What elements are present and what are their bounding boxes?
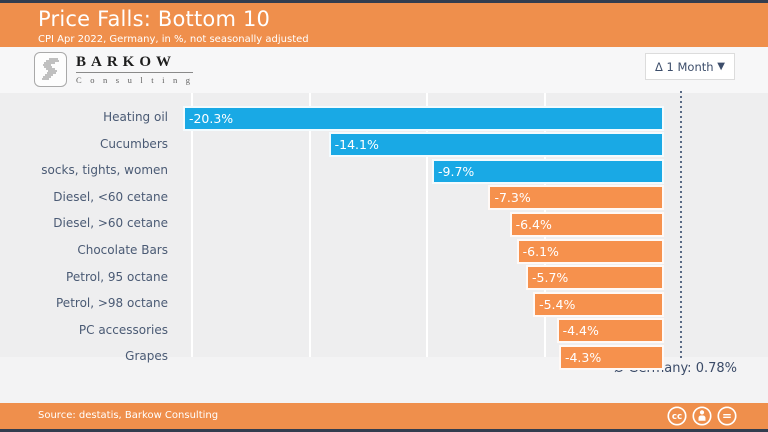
bar: -4.4% xyxy=(556,318,664,344)
category-label: Grapes xyxy=(125,349,168,364)
category-label: Diesel, >60 cetane xyxy=(53,216,168,231)
top-border xyxy=(0,0,768,3)
footer-banner: Source: destatis, Barkow Consulting cc = xyxy=(0,403,768,429)
toolbar: BARKOW C o n s u l t i n g Δ 1 Month ▼ xyxy=(0,47,768,93)
bar-chart: Ø Germany: 0.78% Heating oil -20.3% Cucumb… xyxy=(0,91,768,376)
category-label: Petrol, 95 octane xyxy=(66,269,168,284)
bar: -5.7% xyxy=(526,265,664,291)
barkow-logo-consulting: C o n s u l t i n g xyxy=(76,74,194,85)
bar-value-label: -6.1% xyxy=(522,243,559,259)
category-label: Heating oil xyxy=(103,110,168,124)
svg-text:=: = xyxy=(722,409,732,423)
bar-value-label: -4.3% xyxy=(564,349,602,365)
cc-license-icon[interactable]: cc xyxy=(666,405,688,427)
barkow-logo: BARKOW C o n s u l t i n g xyxy=(34,52,194,87)
svg-text:cc: cc xyxy=(672,412,682,422)
gridline xyxy=(191,93,193,357)
header-banner: Price Falls: Bottom 10 CPI Apr 2022, Ger… xyxy=(0,3,768,47)
bar-value-label: -5.4% xyxy=(539,296,576,312)
no-derivatives-icon[interactable]: = xyxy=(716,405,738,427)
bottom-border xyxy=(0,429,768,432)
bar: -9.7% xyxy=(432,158,664,184)
category-label: Cucumbers xyxy=(99,136,168,151)
period-dropdown-label: Δ 1 Month xyxy=(655,59,714,74)
bar: -7.3% xyxy=(488,185,664,211)
barkow-logo-name: BARKOW xyxy=(76,53,177,70)
germany-average-refline xyxy=(680,91,683,358)
gridline xyxy=(308,93,311,357)
page-subtitle: CPI Apr 2022, Germany, in %, not seasona… xyxy=(38,34,309,45)
category-label: PC accessories xyxy=(78,322,168,337)
gridline xyxy=(426,93,428,357)
bar: -14.1% xyxy=(328,132,664,158)
period-dropdown[interactable]: Δ 1 Month ▼ xyxy=(645,53,735,80)
barkow-logo-text: BARKOW C o n s u l t i n g xyxy=(76,53,194,85)
category-label: Chocolate Bars xyxy=(77,243,168,257)
bar-value-label: -9.7% xyxy=(438,163,475,179)
bar: -6.4% xyxy=(509,211,664,237)
bar: -4.3% xyxy=(558,344,664,370)
bar-value-label: -14.1% xyxy=(334,137,379,153)
attribution-icon[interactable] xyxy=(691,405,713,427)
bar: -6.1% xyxy=(516,238,664,264)
bar-value-label: -6.4% xyxy=(515,216,552,232)
bar-value-label: -5.7% xyxy=(532,270,569,286)
bar: -20.3% xyxy=(182,105,664,131)
bar-value-label: -20.3% xyxy=(188,110,234,126)
barkow-logo-icon xyxy=(34,52,67,87)
category-label: Diesel, <60 cetane xyxy=(53,189,168,204)
license-icons: cc = xyxy=(666,405,738,427)
source-text: Source: destatis, Barkow Consulting xyxy=(38,410,219,421)
bar-value-label: -4.4% xyxy=(562,323,599,339)
bar-value-label: -7.3% xyxy=(494,190,531,206)
chevron-down-icon: ▼ xyxy=(717,61,725,72)
page-title: Price Falls: Bottom 10 xyxy=(38,7,271,31)
bar: -5.4% xyxy=(533,291,664,317)
category-label: socks, tights, women xyxy=(41,163,168,178)
category-label: Petrol, >98 octane xyxy=(56,296,168,311)
logo-divider xyxy=(76,71,194,73)
